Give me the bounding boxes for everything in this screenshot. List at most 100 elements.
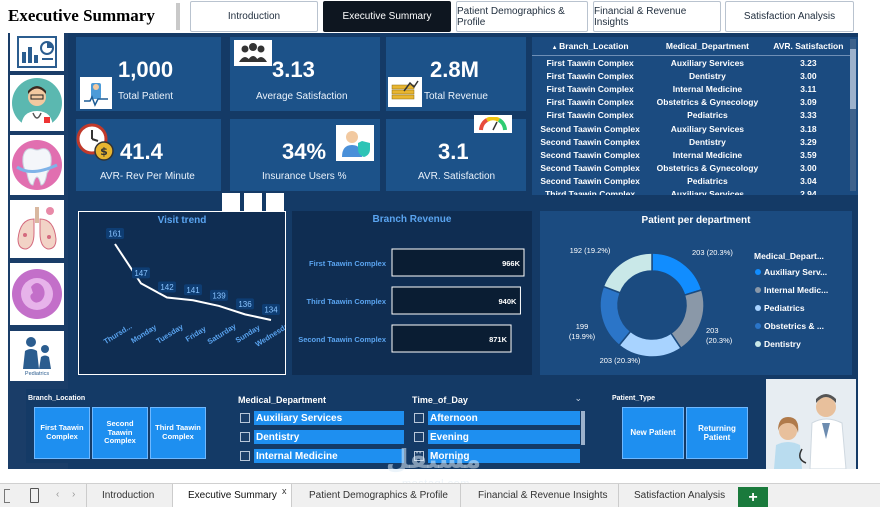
legend-marker	[755, 269, 761, 275]
table-cell: Internal Medicine	[672, 83, 743, 94]
branch-revenue-chart: First Taawin Complex 966K Third Taawin Com…	[298, 248, 525, 353]
legend-entry: Dentistry	[764, 339, 801, 349]
time-option[interactable]: Evening	[428, 430, 580, 444]
table-cell: Auxiliary Services	[670, 123, 745, 134]
chevron-right-icon[interactable]: ›	[72, 489, 76, 500]
table-row[interactable]: Second Taawin Complex Dentistry 3.29	[532, 135, 850, 148]
medical-department-slicer: Medical_Department Auxiliary Services De…	[234, 389, 406, 467]
gauge-icon	[474, 115, 512, 133]
slicer-title: Branch_Location	[28, 395, 86, 402]
satisfaction-table[interactable]: ▲ Branch_Location Medical_Department AVR…	[532, 37, 858, 195]
table-cell: 2.94	[800, 189, 817, 195]
table-row[interactable]: Second Taawin Complex Pediatrics 3.04	[532, 175, 850, 188]
chevron-down-icon[interactable]: ⌄	[574, 393, 582, 403]
table-row[interactable]: First Taawin Complex Auxiliary Services 3.…	[532, 56, 850, 70]
patient-type-returning[interactable]: Returning Patient	[686, 407, 748, 459]
slicer-title: Patient_Type	[612, 395, 656, 402]
page-tab-introduction[interactable]: Introduction	[102, 490, 155, 501]
chart-title: Patient per department	[641, 215, 751, 226]
department-option[interactable]: Dentistry	[254, 430, 404, 444]
branch-option-third[interactable]: Third Taawin Complex	[150, 407, 206, 459]
kpi-value: 1,000	[118, 57, 174, 82]
column-header[interactable]: ▲ Branch_Location	[532, 37, 649, 56]
page-tab-satisfaction-analysis[interactable]: Satisfaction Analysis	[634, 490, 726, 501]
patient-department-donut: 203 (20.3%) 203(20.3%) 203 (20.3%) 199(19.9…	[569, 246, 828, 365]
table-cell: Dentistry	[689, 70, 726, 81]
focus-button[interactable]	[222, 193, 240, 211]
table-row[interactable]: Third Taawin Complex Auxiliary Services 2.…	[532, 188, 850, 195]
table-row[interactable]: Second Taawin Complex Internal Medicine 3.…	[532, 148, 850, 161]
slice-label: (20.3%)	[706, 336, 733, 345]
tab-executive-summary[interactable]: Executive Summary	[323, 1, 451, 32]
tab-label: Executive Summary	[342, 11, 432, 22]
checkbox[interactable]	[414, 413, 424, 423]
page-tab-executive-summary[interactable]: Executive Summary	[188, 490, 277, 501]
tab-label: Financial & Revenue Insights	[594, 5, 687, 28]
tab-financial-revenue[interactable]: Financial & Revenue Insights	[593, 1, 721, 32]
table-row[interactable]: First Taawin Complex Pediatrics 3.33	[532, 109, 850, 122]
table-cell: 3.00	[800, 70, 817, 81]
chart-title: Visit trend	[157, 215, 207, 226]
slicer-scrollbar[interactable]	[581, 411, 585, 445]
add-page-button[interactable]: +	[738, 487, 768, 507]
active-page-tab-bg	[172, 484, 292, 507]
page-tab-financial-revenue[interactable]: Financial & Revenue Insights	[478, 490, 608, 501]
data-label: 871K	[489, 335, 508, 344]
checkbox[interactable]	[240, 432, 250, 442]
lungs-icon[interactable]	[10, 200, 64, 258]
department-option[interactable]: Internal Medicine	[254, 449, 404, 463]
tab-introduction[interactable]: Introduction	[190, 1, 318, 32]
column-header[interactable]: AVR. Satisfaction	[766, 37, 850, 56]
filter-button[interactable]	[244, 193, 262, 211]
department-option[interactable]: Auxiliary Services	[254, 411, 404, 425]
patient-type-new[interactable]: New Patient	[622, 407, 684, 459]
doctor-icon[interactable]	[10, 75, 64, 131]
pediatrics-label: Pediatrics	[24, 371, 50, 377]
table-row[interactable]: Second Taawin Complex Auxiliary Services 3…	[532, 122, 850, 135]
checkbox[interactable]	[240, 451, 250, 461]
chevron-left-icon[interactable]: ‹	[56, 489, 60, 500]
dashboard-chart-icon[interactable]	[10, 33, 64, 71]
table-row[interactable]: First Taawin Complex Obstetrics & Gynecol…	[532, 96, 850, 109]
time-option[interactable]: Afternoon	[428, 411, 580, 425]
tab-patient-demographics[interactable]: Patient Demographics & Profile	[456, 1, 588, 32]
watermark-logo: مستقل	[386, 445, 482, 475]
data-label: 139	[212, 291, 226, 300]
pediatrics-icon[interactable]: Pediatrics	[10, 331, 64, 381]
kpi-average-satisfaction: 3.13 Average Satisfaction	[230, 37, 380, 111]
branch-option-second[interactable]: Second Taawin Complex	[92, 407, 148, 459]
checkbox[interactable]	[414, 432, 424, 442]
checkbox[interactable]	[414, 451, 424, 461]
table-row[interactable]: First Taawin Complex Internal Medicine 3.1…	[532, 82, 850, 95]
table-row[interactable]: Second Taawin Complex Obstetrics & Gyneco…	[532, 162, 850, 175]
data-label: 161	[108, 230, 122, 239]
money-stack-icon	[388, 77, 422, 107]
data-label: 966K	[502, 259, 521, 268]
tab-label: Satisfaction Analysis	[743, 11, 836, 22]
x-tick-label: Monday	[129, 322, 159, 345]
table-scrollbar[interactable]	[850, 39, 856, 191]
more-options-button[interactable]	[266, 193, 284, 211]
time-option[interactable]: Morning	[428, 449, 580, 463]
tab-satisfaction-analysis[interactable]: Satisfaction Analysis	[725, 1, 854, 32]
column-header[interactable]: Medical_Department	[648, 37, 767, 56]
mobile-layout-icon[interactable]	[30, 488, 39, 503]
scrollbar-thumb[interactable]	[850, 49, 856, 109]
chart-title: Branch Revenue	[372, 214, 452, 225]
branch-option-first[interactable]: First Taawin Complex	[34, 407, 90, 459]
close-icon[interactable]: x	[282, 486, 287, 496]
data-label-bg	[262, 304, 280, 315]
data-label: 141	[186, 286, 200, 295]
data-label: 136	[238, 300, 252, 309]
page-tab-patient-demographics[interactable]: Patient Demographics & Profile	[309, 490, 448, 501]
pages-icon[interactable]	[4, 489, 10, 503]
checkbox[interactable]	[240, 413, 250, 423]
donut-slice	[602, 252, 653, 294]
tooth-icon[interactable]	[10, 135, 64, 195]
pregnancy-icon[interactable]	[10, 263, 64, 325]
table-row[interactable]: First Taawin Complex Dentistry 3.00	[532, 69, 850, 82]
kpi-avr-satisfaction: 3.1 AVR. Satisfaction	[386, 115, 526, 191]
legend-marker	[755, 305, 761, 311]
kpi-value: 41.4	[120, 139, 163, 164]
branch-revenue-panel: Branch Revenue First Taawin Complex 966K T…	[292, 211, 532, 375]
